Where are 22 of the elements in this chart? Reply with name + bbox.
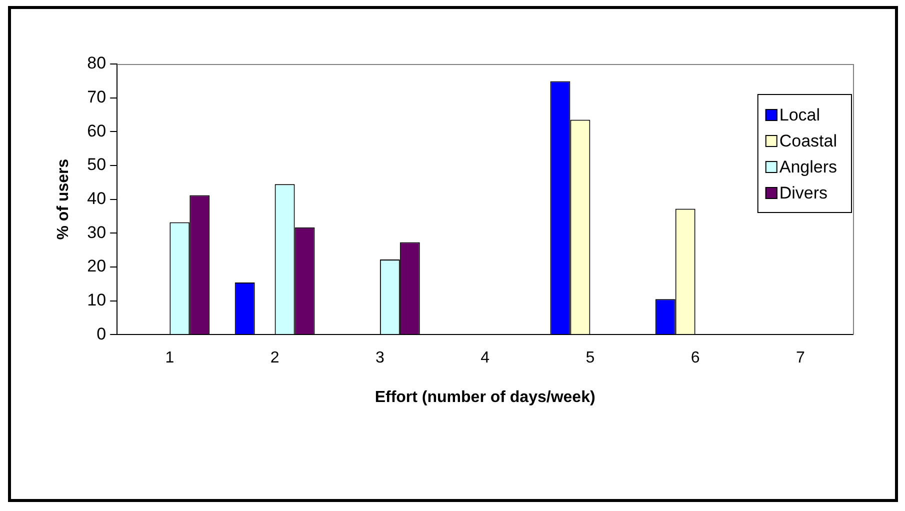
y-axis-title: % of users <box>55 158 72 240</box>
y-tick-label: 80 <box>87 54 106 73</box>
x-tick-label: 1 <box>165 350 174 367</box>
legend-label: Anglers <box>779 158 837 177</box>
y-tick-label: 30 <box>87 222 106 242</box>
legend-label: Divers <box>779 184 828 203</box>
legend-label: Coastal <box>779 132 837 151</box>
x-tick-label: 3 <box>375 350 384 367</box>
x-tick-label: 6 <box>690 350 700 367</box>
y-tick-label: 10 <box>87 290 106 310</box>
x-tick-label: 2 <box>270 350 280 367</box>
x-axis-title: Effort (number of days/week) <box>374 388 596 406</box>
x-tick-label: 5 <box>586 350 595 367</box>
y-tick-label: 70 <box>87 88 106 107</box>
legend-label: Local <box>779 106 820 125</box>
y-tick-label: 40 <box>87 188 106 208</box>
x-tick-label: 4 <box>480 350 490 367</box>
y-tick-label: 20 <box>87 256 106 276</box>
x-tick-label: 7 <box>796 350 805 367</box>
y-tick-label: 50 <box>87 155 106 174</box>
y-tick-label: 0 <box>96 324 106 344</box>
y-tick-label: 60 <box>87 121 106 140</box>
